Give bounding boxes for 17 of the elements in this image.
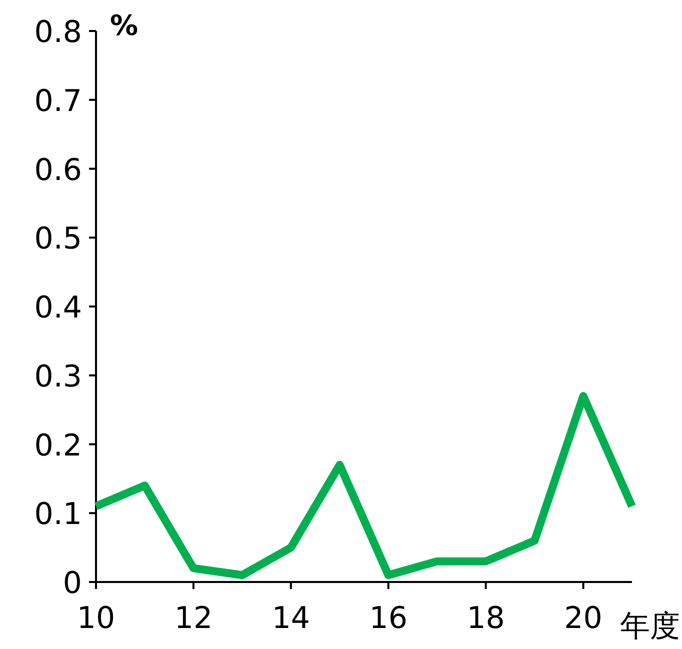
- y-tick-label: 0.7: [34, 84, 82, 119]
- y-axis-title: %: [110, 9, 138, 42]
- y-tick-label: 0.1: [34, 497, 82, 532]
- y-tick-label: 0.2: [34, 428, 82, 464]
- x-tick-label: 20: [564, 601, 602, 636]
- x-tick-label: 14: [272, 601, 310, 636]
- y-tick-label: 0.5: [34, 222, 82, 257]
- x-axis-title: 年度: [620, 609, 680, 644]
- x-tick-label: 10: [76, 601, 116, 636]
- y-tick-label: 0.3: [34, 359, 82, 394]
- x-tick-label: 16: [369, 601, 408, 636]
- y-tick-label: 0.6: [34, 152, 82, 188]
- y-tick-label: 0: [62, 566, 82, 601]
- y-tick-label: 0.4: [34, 290, 82, 326]
- x-tick-label: 18: [466, 601, 505, 636]
- y-tick-label: 0.8: [34, 15, 82, 50]
- x-tick-label: 12: [174, 601, 213, 636]
